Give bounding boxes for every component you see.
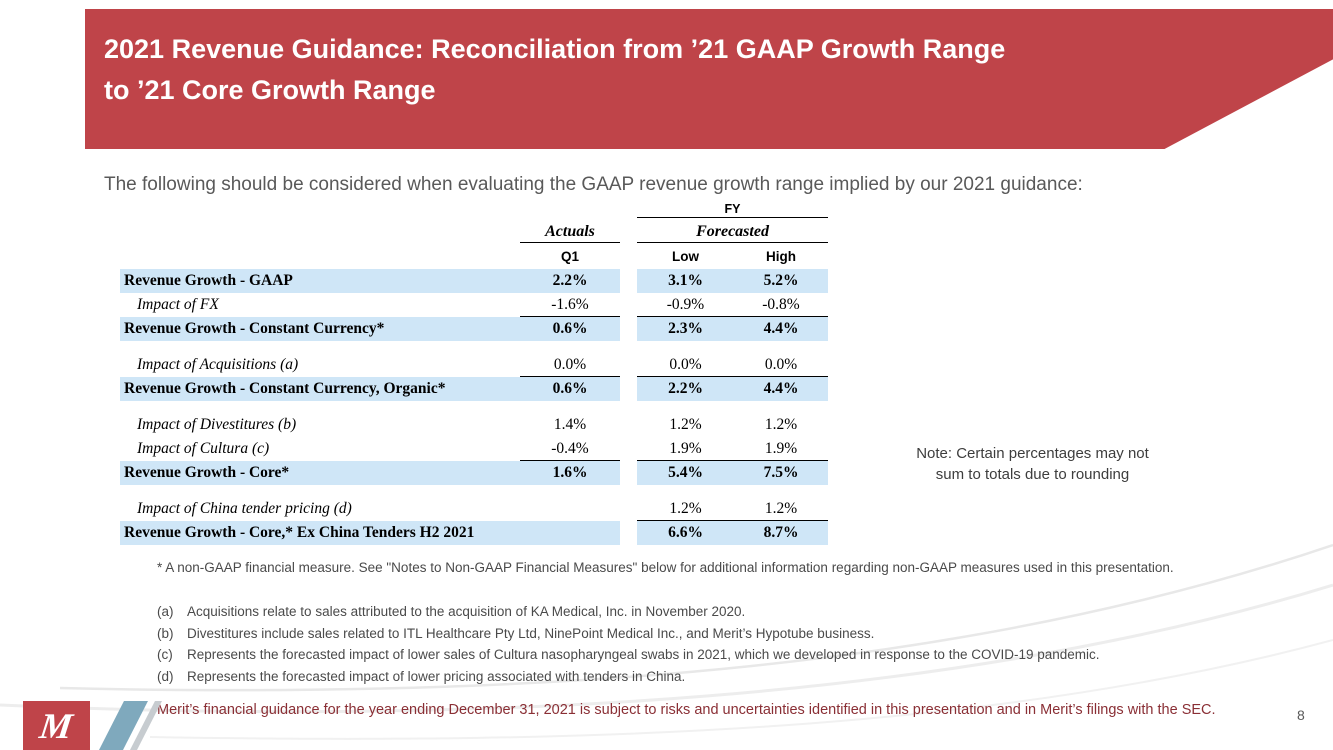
footnote-item: (c) Represents the forecasted impact of … bbox=[157, 644, 1317, 666]
footnote-item: (d) Represents the forecasted impact of … bbox=[157, 666, 1317, 688]
cell-q1: 0.0% bbox=[520, 353, 620, 377]
row-label: Revenue Growth - Constant Currency, Orga… bbox=[120, 377, 520, 401]
row-spacer bbox=[120, 401, 828, 413]
col-header-high: High bbox=[766, 248, 796, 264]
cell-low: 3.1% bbox=[637, 269, 734, 293]
page-title: 2021 Revenue Guidance: Reconciliation fr… bbox=[85, 9, 1333, 111]
table-subheader-row: Q1 Low High bbox=[120, 243, 828, 269]
table-row: Revenue Growth - Core,* Ex China Tenders… bbox=[120, 521, 828, 545]
title-line-1: 2021 Revenue Guidance: Reconciliation fr… bbox=[104, 34, 1006, 64]
table-row: Revenue Growth - Core* 1.6% 5.4% 7.5% bbox=[120, 461, 828, 485]
row-label: Revenue Growth - GAAP bbox=[120, 269, 520, 293]
row-spacer bbox=[120, 485, 828, 497]
cell-high: 4.4% bbox=[734, 317, 828, 341]
cell-q1: 0.6% bbox=[520, 317, 620, 341]
column-gap bbox=[620, 377, 637, 401]
cell-high: 1.2% bbox=[764, 416, 798, 433]
cell-high: 7.5% bbox=[734, 461, 828, 485]
footnote-item: (a) Acquisitions relate to sales attribu… bbox=[157, 601, 1317, 623]
column-gap bbox=[620, 317, 637, 341]
table-row: Impact of Acquisitions (a) 0.0% 0.0% 0.0… bbox=[120, 353, 828, 377]
title-line-2: to ’21 Core Growth Range bbox=[104, 75, 436, 105]
footnote-label: (c) bbox=[157, 647, 173, 662]
footnote-text: Represents the forecasted impact of lowe… bbox=[187, 647, 1100, 662]
column-gap bbox=[620, 269, 637, 293]
column-gap bbox=[620, 353, 637, 377]
cell-low: 1.9% bbox=[637, 437, 734, 461]
table-row: Revenue Growth - Constant Currency, Orga… bbox=[120, 377, 828, 401]
row-label: Impact of Cultura (c) bbox=[137, 440, 270, 457]
row-label: Impact of FX bbox=[137, 296, 219, 313]
footnote-text: Represents the forecasted impact of lowe… bbox=[187, 668, 686, 684]
rounding-note: Note: Certain percentages may not sum to… bbox=[916, 445, 1149, 483]
footnote-label: (d) bbox=[157, 668, 174, 684]
table-row: Revenue Growth - GAAP 2.2% 3.1% 5.2% bbox=[120, 269, 828, 293]
cell-low: -0.9% bbox=[637, 293, 734, 317]
footnote-label: (b) bbox=[157, 625, 174, 641]
table-row: Revenue Growth - Constant Currency* 0.6%… bbox=[120, 317, 828, 341]
cell-q1: 2.2% bbox=[520, 269, 620, 293]
cell-q1: -1.6% bbox=[520, 293, 620, 317]
cell-low: 1.2% bbox=[669, 416, 702, 433]
page-number: 8 bbox=[1297, 707, 1305, 723]
forecasted-header: Forecasted bbox=[637, 223, 828, 243]
intro-text: The following should be considered when … bbox=[104, 174, 1083, 195]
row-label: Impact of China tender pricing (d) bbox=[137, 500, 352, 517]
footnote-label: (a) bbox=[157, 604, 174, 619]
cell-low: 0.0% bbox=[637, 353, 734, 377]
cell-high: 0.0% bbox=[734, 353, 828, 377]
column-gap bbox=[620, 293, 637, 317]
row-label: Revenue Growth - Core,* Ex China Tenders… bbox=[120, 521, 520, 545]
table-header-group-row: Actuals Forecasted bbox=[120, 218, 828, 243]
cell-low: 1.2% bbox=[637, 497, 734, 521]
cell-high: 1.2% bbox=[734, 497, 828, 521]
merit-logo-icon: M bbox=[23, 701, 90, 750]
non-gaap-footnote: * A non-GAAP financial measure. See "Not… bbox=[157, 560, 1174, 575]
row-spacer bbox=[120, 341, 828, 353]
cell-high: -0.8% bbox=[734, 293, 828, 317]
cell-high: 8.7% bbox=[734, 521, 828, 545]
cell-high: 1.9% bbox=[734, 437, 828, 461]
row-label: Revenue Growth - Core* bbox=[120, 461, 520, 485]
table-header-fy-row: FY bbox=[120, 199, 828, 218]
footnote-text: Acquisitions relate to sales attributed … bbox=[187, 604, 746, 619]
cell-low: 2.2% bbox=[637, 377, 734, 401]
footnote-text: Divestitures include sales related to IT… bbox=[187, 625, 875, 641]
column-gap bbox=[620, 497, 637, 521]
cell-high: 4.4% bbox=[734, 377, 828, 401]
cell-q1: 1.4% bbox=[553, 416, 587, 433]
cell-q1: 1.6% bbox=[520, 461, 620, 485]
cell-low: 2.3% bbox=[637, 317, 734, 341]
cell-high: 5.2% bbox=[734, 269, 828, 293]
cell-q1 bbox=[520, 497, 620, 521]
cell-q1: -0.4% bbox=[520, 437, 620, 461]
column-gap bbox=[620, 437, 637, 461]
cell-low: 5.4% bbox=[637, 461, 734, 485]
column-gap bbox=[620, 521, 637, 545]
col-header-q1: Q1 bbox=[560, 248, 579, 264]
cell-low: 6.6% bbox=[637, 521, 734, 545]
column-gap bbox=[620, 413, 637, 437]
col-header-low: Low bbox=[672, 248, 699, 264]
row-label: Impact of Acquisitions (a) bbox=[137, 356, 299, 373]
footnote-item: (b) Divestitures include sales related t… bbox=[157, 623, 1317, 645]
actuals-header: Actuals bbox=[520, 223, 620, 243]
row-label: Impact of Divestitures (b) bbox=[137, 416, 297, 433]
table-row: Impact of Cultura (c) -0.4% 1.9% 1.9% bbox=[120, 437, 828, 461]
table-row: Impact of Divestitures (b) 1.4% 1.2% 1.2… bbox=[120, 413, 828, 437]
table-row: Impact of FX -1.6% -0.9% -0.8% bbox=[120, 293, 828, 317]
fy-header: FY bbox=[637, 202, 828, 218]
table-row: Impact of China tender pricing (d) 1.2% … bbox=[120, 497, 828, 521]
row-label: Revenue Growth - Constant Currency* bbox=[120, 317, 520, 341]
column-gap bbox=[620, 461, 637, 485]
footnote-list: (a) Acquisitions relate to sales attribu… bbox=[157, 601, 1317, 687]
title-banner: 2021 Revenue Guidance: Reconciliation fr… bbox=[85, 9, 1333, 149]
cell-q1: 0.6% bbox=[520, 377, 620, 401]
reconciliation-table: FY Actuals Forecasted Q1 Low High Revenu… bbox=[120, 199, 828, 545]
disclaimer-text: Merit’s financial guidance for the year … bbox=[157, 702, 1216, 718]
cell-q1 bbox=[520, 521, 620, 545]
merit-logo-letter: M bbox=[37, 705, 76, 746]
